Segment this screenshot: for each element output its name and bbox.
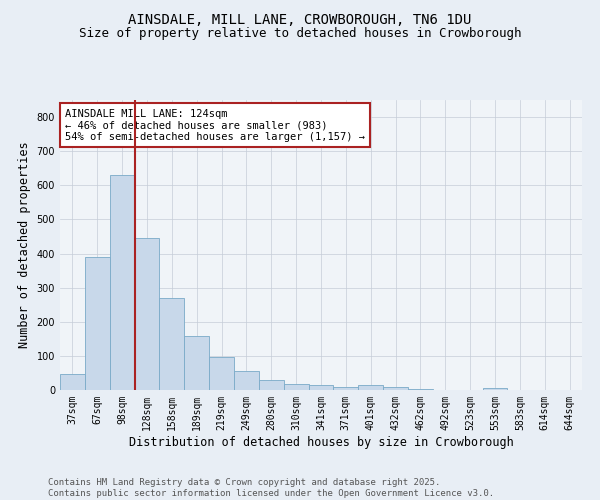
- Bar: [408, 389, 433, 390]
- Bar: [209, 356, 234, 390]
- Bar: [234, 371, 259, 390]
- Bar: [334, 388, 358, 390]
- Bar: [160, 298, 184, 390]
- Bar: [110, 175, 134, 390]
- Bar: [308, 385, 334, 390]
- Text: Contains HM Land Registry data © Crown copyright and database right 2025.
Contai: Contains HM Land Registry data © Crown c…: [48, 478, 494, 498]
- Bar: [85, 257, 110, 390]
- Bar: [184, 336, 209, 390]
- Y-axis label: Number of detached properties: Number of detached properties: [18, 142, 31, 348]
- Bar: [383, 388, 408, 390]
- Bar: [482, 388, 508, 390]
- Text: AINSDALE MILL LANE: 124sqm
← 46% of detached houses are smaller (983)
54% of sem: AINSDALE MILL LANE: 124sqm ← 46% of deta…: [65, 108, 365, 142]
- Text: AINSDALE, MILL LANE, CROWBOROUGH, TN6 1DU: AINSDALE, MILL LANE, CROWBOROUGH, TN6 1D…: [128, 12, 472, 26]
- Text: Size of property relative to detached houses in Crowborough: Size of property relative to detached ho…: [79, 28, 521, 40]
- X-axis label: Distribution of detached houses by size in Crowborough: Distribution of detached houses by size …: [128, 436, 514, 448]
- Bar: [60, 374, 85, 390]
- Bar: [284, 384, 308, 390]
- Bar: [358, 385, 383, 390]
- Bar: [134, 238, 160, 390]
- Bar: [259, 380, 284, 390]
